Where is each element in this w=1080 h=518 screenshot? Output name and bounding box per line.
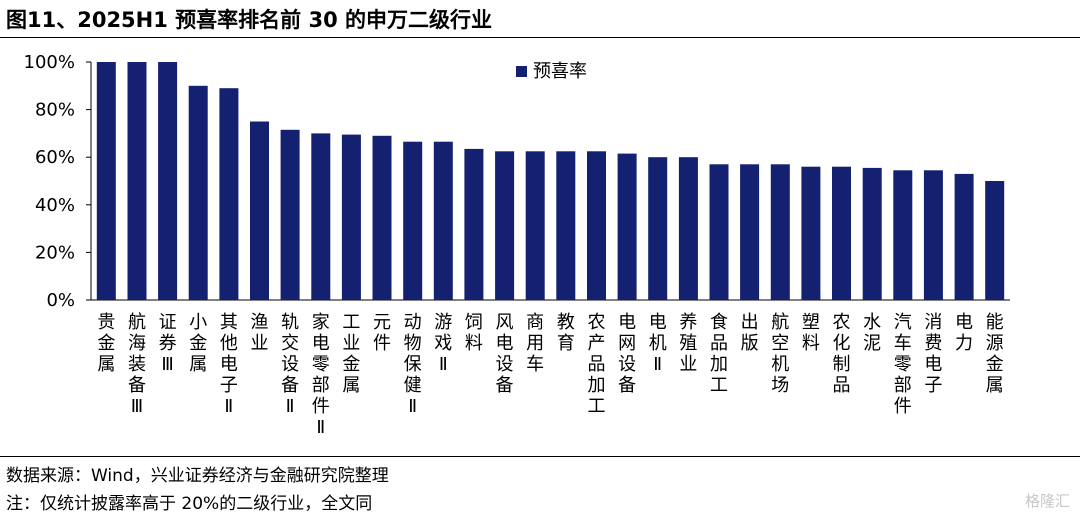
bar	[280, 129, 300, 300]
x-tick-label: 电机 Ⅱ	[649, 312, 667, 375]
bar	[678, 157, 698, 300]
x-tick-label: 出版	[741, 312, 759, 354]
x-tick-label: 渔业	[250, 312, 268, 354]
bar	[740, 164, 760, 300]
source-note: 数据来源：Wind，兴业证券经济与金融研究院整理	[6, 466, 389, 486]
bar	[770, 164, 790, 300]
x-tick-label: 饲料	[465, 312, 483, 354]
x-tick-label: 农产品加工	[587, 312, 605, 417]
x-tick-label: 家电零部件 Ⅱ	[312, 312, 330, 438]
x-tick-label: 航海装备 Ⅲ	[128, 312, 146, 417]
x-tick-label: 小金属	[189, 312, 207, 375]
bar	[587, 151, 606, 301]
footer-divider	[0, 456, 1080, 457]
y-tick-label: 60%	[35, 147, 75, 168]
x-tick-label: 航空机场	[771, 312, 789, 396]
bar	[464, 148, 484, 300]
y-tick-label: 80%	[35, 100, 75, 121]
x-tick-label: 工业金属	[342, 312, 360, 396]
x-tick-label: 元件	[373, 312, 391, 354]
bar	[923, 170, 943, 300]
y-tick-label: 100%	[24, 52, 75, 73]
bar	[495, 151, 515, 301]
footnote: 注：仅统计披露率高于 20%的二级行业，全文同	[6, 494, 373, 514]
bar	[893, 170, 913, 300]
bar	[403, 141, 423, 300]
bar	[556, 151, 576, 301]
bar	[954, 173, 974, 300]
bar	[372, 135, 392, 300]
bar	[96, 62, 116, 300]
bar	[311, 133, 331, 300]
x-tick-label: 食品加工	[710, 312, 728, 396]
x-tick-label: 贵金属	[97, 312, 115, 375]
x-tick-label: 消费电子	[924, 312, 942, 396]
x-tick-label: 塑料	[802, 312, 820, 354]
bar	[127, 62, 147, 300]
x-tick-label: 电网设备	[618, 312, 636, 396]
x-tick-label: 商用车	[526, 312, 544, 375]
x-tick-label: 农化制品	[833, 312, 851, 396]
x-tick-label: 游戏 Ⅱ	[434, 312, 452, 375]
legend-label: 预喜率	[533, 61, 587, 82]
x-tick-label: 证券 Ⅲ	[159, 312, 177, 375]
x-tick-label: 能源金属	[986, 312, 1004, 396]
bar	[617, 153, 637, 300]
y-tick-label: 40%	[35, 195, 75, 216]
bar	[219, 88, 239, 300]
bar	[801, 166, 821, 300]
bar	[862, 167, 882, 300]
x-tick-label: 养殖业	[679, 312, 697, 375]
bar	[341, 134, 361, 300]
bar	[525, 151, 545, 301]
x-tick-label: 其他电子 Ⅱ	[220, 312, 238, 417]
title-divider	[0, 37, 1080, 38]
x-tick-label: 动物保健 Ⅱ	[404, 312, 422, 417]
x-tick-label: 轨交设备 Ⅱ	[281, 312, 299, 417]
y-tick-label: 20%	[35, 242, 75, 263]
y-tick-label: 0%	[46, 290, 75, 311]
legend-swatch	[516, 66, 527, 77]
bar	[648, 157, 668, 300]
bar	[709, 164, 729, 300]
bar	[158, 62, 178, 300]
x-tick-label: 水泥	[863, 312, 881, 354]
watermark: 格隆汇	[1024, 492, 1070, 510]
bar	[832, 166, 851, 300]
x-tick-label: 电力	[955, 312, 973, 354]
page-title: 图11、2025H1 预喜率排名前 30 的申万二级行业	[6, 8, 493, 32]
bar	[188, 85, 208, 300]
bar	[985, 181, 1005, 300]
x-tick-label: 教育	[557, 312, 575, 354]
bar	[433, 141, 453, 300]
x-tick-label: 汽车零部件	[894, 312, 912, 417]
bar	[250, 121, 269, 300]
x-tick-label: 风电设备	[496, 312, 514, 396]
